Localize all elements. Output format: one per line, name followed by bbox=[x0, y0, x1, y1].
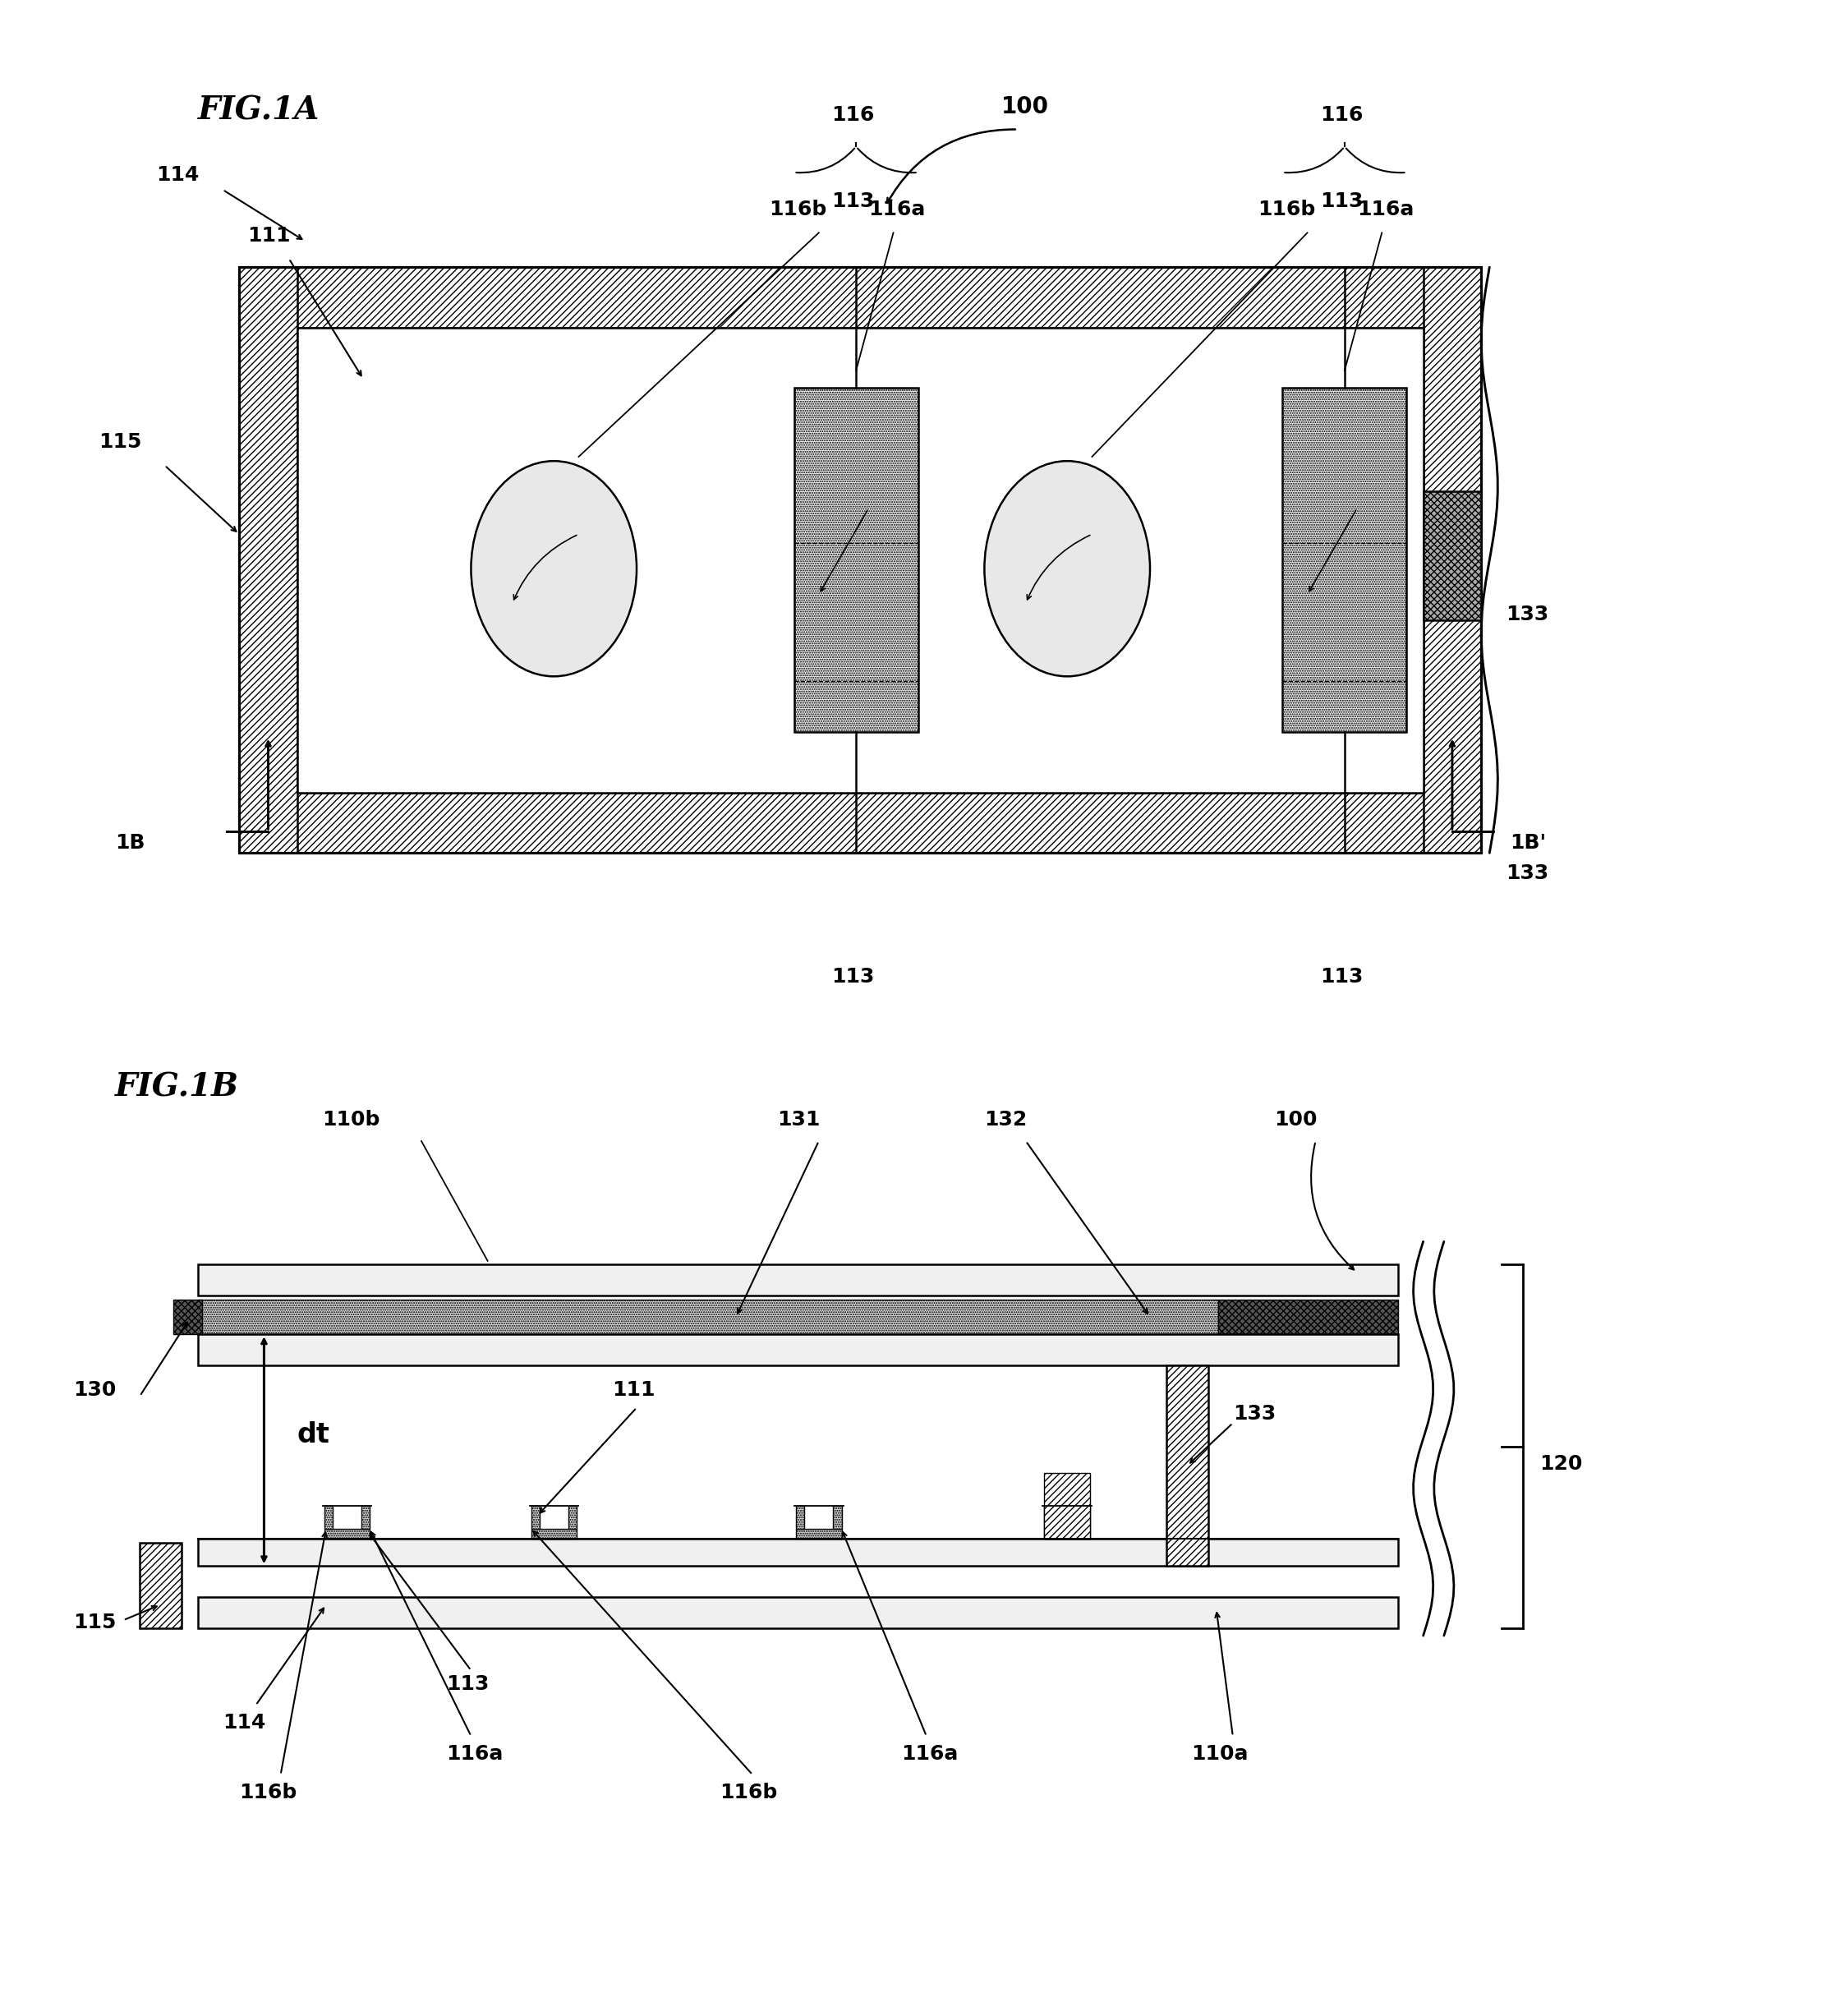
Text: 133: 133 bbox=[1507, 863, 1549, 883]
Bar bbox=[797, 1506, 804, 1528]
Text: 111: 111 bbox=[247, 226, 291, 246]
Bar bbox=[298, 327, 1424, 792]
Text: 113: 113 bbox=[832, 966, 874, 986]
Bar bbox=[361, 1506, 370, 1528]
Text: 116b: 116b bbox=[719, 1782, 776, 1802]
Text: 116b: 116b bbox=[239, 1782, 296, 1802]
Text: 113: 113 bbox=[1319, 966, 1363, 986]
Text: FIG.1B: FIG.1B bbox=[114, 1073, 239, 1103]
Text: 133: 133 bbox=[1233, 1403, 1275, 1423]
Text: 114: 114 bbox=[156, 165, 199, 185]
Text: 113: 113 bbox=[447, 1673, 489, 1693]
Text: 116a: 116a bbox=[868, 200, 926, 220]
Text: 1B': 1B' bbox=[1511, 833, 1546, 853]
Bar bbox=[1045, 1528, 1089, 1538]
Bar bbox=[239, 268, 1481, 853]
Text: 111: 111 bbox=[611, 1381, 655, 1401]
Text: 114: 114 bbox=[223, 1714, 265, 1732]
Text: 116: 116 bbox=[1319, 105, 1363, 125]
Text: 116: 116 bbox=[832, 105, 874, 125]
Text: 115: 115 bbox=[99, 433, 142, 452]
Bar bbox=[1045, 1506, 1052, 1528]
Text: 116a: 116a bbox=[902, 1744, 959, 1764]
Text: 115: 115 bbox=[74, 1613, 116, 1633]
Bar bbox=[797, 1528, 841, 1538]
Text: FIG.1A: FIG.1A bbox=[199, 95, 320, 127]
Bar bbox=[324, 1528, 370, 1538]
Bar bbox=[834, 1506, 841, 1528]
Bar bbox=[1282, 387, 1408, 732]
Bar bbox=[199, 1597, 1398, 1629]
Text: dt: dt bbox=[298, 1421, 329, 1447]
Text: 100: 100 bbox=[1273, 1111, 1317, 1129]
Bar bbox=[1424, 492, 1481, 621]
Text: 110a: 110a bbox=[1192, 1744, 1249, 1764]
Bar bbox=[239, 268, 298, 853]
Bar bbox=[173, 1300, 202, 1335]
Bar bbox=[1218, 1300, 1398, 1335]
Text: 131: 131 bbox=[778, 1111, 821, 1129]
Bar bbox=[324, 1506, 333, 1528]
Bar bbox=[1082, 1506, 1089, 1528]
Text: 110b: 110b bbox=[322, 1111, 379, 1129]
Bar bbox=[239, 792, 1481, 853]
Bar bbox=[532, 1506, 539, 1528]
Bar bbox=[239, 268, 1481, 327]
Ellipse shape bbox=[984, 462, 1150, 677]
Text: 120: 120 bbox=[1538, 1454, 1582, 1474]
Bar bbox=[532, 1528, 576, 1538]
Text: 116a: 116a bbox=[1358, 200, 1413, 220]
Bar bbox=[199, 1538, 1398, 1566]
Text: 113: 113 bbox=[1319, 192, 1363, 212]
Bar bbox=[199, 1264, 1398, 1296]
Bar bbox=[140, 1542, 180, 1629]
Text: 116b: 116b bbox=[1259, 200, 1316, 220]
Text: 100: 100 bbox=[1001, 95, 1049, 119]
Text: 116b: 116b bbox=[769, 200, 826, 220]
Bar bbox=[298, 327, 1424, 792]
Text: 113: 113 bbox=[832, 192, 874, 212]
Ellipse shape bbox=[471, 462, 637, 677]
Text: 1B: 1B bbox=[114, 833, 145, 853]
Bar bbox=[199, 1335, 1398, 1365]
Bar bbox=[569, 1506, 576, 1528]
Text: 132: 132 bbox=[984, 1111, 1027, 1129]
Text: 130: 130 bbox=[74, 1381, 116, 1401]
Bar bbox=[1167, 1365, 1209, 1566]
Bar bbox=[1424, 268, 1481, 853]
Bar bbox=[1043, 1474, 1091, 1538]
Text: 133: 133 bbox=[1507, 605, 1549, 625]
Bar bbox=[795, 387, 918, 732]
Text: 116a: 116a bbox=[447, 1744, 502, 1764]
Bar bbox=[199, 1300, 1218, 1335]
